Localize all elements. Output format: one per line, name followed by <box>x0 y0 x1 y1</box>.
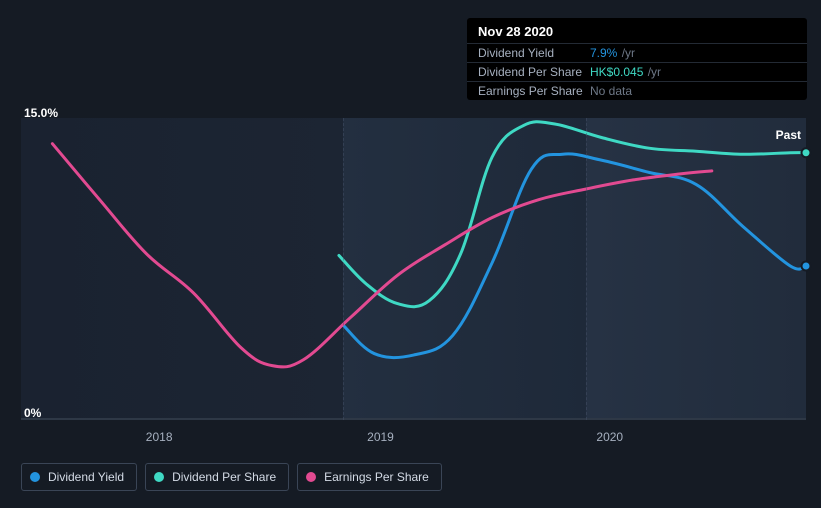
legend-label: Dividend Per Share <box>172 470 276 484</box>
tooltip-value: No data <box>590 84 632 98</box>
x-tick: 2020 <box>596 430 623 444</box>
series-line <box>52 144 711 367</box>
tooltip-label: Earnings Per Share <box>478 84 590 98</box>
vertical-guide <box>343 118 344 420</box>
tooltip-row: Dividend Per ShareHK$0.045 /yr <box>467 62 807 81</box>
chart-tooltip: Nov 28 2020 Dividend Yield7.9% /yrDivide… <box>467 18 807 100</box>
tooltip-date: Nov 28 2020 <box>467 18 807 43</box>
dividend-chart: Nov 28 2020 Dividend Yield7.9% /yrDivide… <box>0 0 821 508</box>
tooltip-value: 7.9% /yr <box>590 46 635 60</box>
tooltip-row: Earnings Per ShareNo data <box>467 81 807 100</box>
vertical-guide <box>586 118 587 420</box>
legend-label: Earnings Per Share <box>324 470 429 484</box>
series-line <box>343 154 806 358</box>
legend: Dividend Yield Dividend Per Share Earnings… <box>21 463 442 491</box>
tooltip-value: HK$0.045 /yr <box>590 65 661 79</box>
x-tick: 2019 <box>367 430 394 444</box>
legend-item[interactable]: Dividend Per Share <box>145 463 289 491</box>
legend-swatch <box>306 472 316 482</box>
legend-item[interactable]: Dividend Yield <box>21 463 137 491</box>
series-endcap <box>802 261 811 270</box>
legend-swatch <box>154 472 164 482</box>
series-endcap <box>802 148 811 157</box>
legend-label: Dividend Yield <box>48 470 124 484</box>
chart-lines <box>21 118 806 420</box>
tooltip-label: Dividend Per Share <box>478 65 590 79</box>
x-tick: 2018 <box>146 430 173 444</box>
tooltip-row: Dividend Yield7.9% /yr <box>467 43 807 62</box>
series-line <box>339 122 806 307</box>
legend-item[interactable]: Earnings Per Share <box>297 463 442 491</box>
tooltip-label: Dividend Yield <box>478 46 590 60</box>
x-axis: 2018 2019 2020 <box>21 430 806 450</box>
legend-swatch <box>30 472 40 482</box>
